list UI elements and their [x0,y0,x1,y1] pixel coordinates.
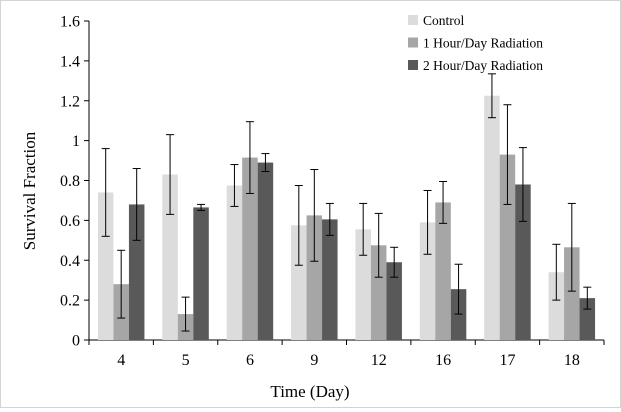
legend-swatch [408,37,418,48]
x-tick-label: 17 [499,352,515,369]
y-tick-label: 0.4 [60,253,80,270]
bar-2-hour-day-radiation-day-17 [515,184,531,340]
x-tick-label: 9 [310,352,318,369]
error-bars [101,73,592,332]
y-tick-label: 0 [72,333,80,350]
bar-1-hour-day-radiation-day-9 [306,215,323,340]
x-tick-label: 18 [564,352,580,369]
legend-swatch [408,15,418,25]
bar-2-hour-day-radiation-day-5 [193,207,209,340]
bar-control-day-6 [226,185,243,340]
x-tick-label: 16 [435,352,451,369]
x-axis-title: Time (Day) [270,382,349,401]
x-tick-label: 4 [117,352,125,369]
legend-swatch [408,60,418,70]
bar-control-day-17 [484,95,500,340]
y-axis-title: Survival Fraction [20,131,39,250]
bar-1-hour-day-radiation-day-18 [564,247,580,340]
bar-1-hour-day-radiation-day-12 [370,245,387,340]
legend: Control 1 Hour/Day Radiation 2 Hour/Day Ra… [408,13,543,73]
y-tick-label: 1.6 [60,14,80,31]
bar-1-hour-day-radiation-day-17 [499,154,516,340]
bar-2-hour-day-radiation-day-9 [322,219,338,340]
axes: 0 0.2 0.4 0.6 0.8 1 1.2 1.4 1.6 4 5 6 9 12 16 17 18 [60,14,605,369]
legend-label: 2 Hour/Day Radiation [423,58,543,73]
bars [97,95,596,340]
x-tick-label: 6 [246,352,254,369]
bar-control-day-4 [97,192,114,340]
x-tick-label: 12 [371,352,387,369]
bar-control-day-5 [162,174,178,340]
bar-control-day-18 [548,272,565,340]
bar-control-day-9 [291,225,307,340]
legend-label: 1 Hour/Day Radiation [423,36,543,51]
y-tick-label: 1.2 [60,93,80,110]
y-tick-label: 0.2 [60,293,80,310]
bar-control-day-12 [355,229,371,340]
bar-control-day-16 [419,222,436,340]
y-tick-label: 1.4 [60,53,80,70]
legend-label: Control [423,13,465,28]
x-tick-label: 5 [182,352,190,369]
y-tick-label: 0.6 [60,213,80,230]
bar-2-hour-day-radiation-day-12 [386,262,402,340]
bar-2-hour-day-radiation-day-4 [128,204,145,340]
bar-1-hour-day-radiation-day-16 [435,202,451,340]
bar-1-hour-day-radiation-day-6 [242,157,258,340]
y-tick-label: 1 [72,133,80,150]
y-tick-label: 0.8 [60,173,80,190]
bar-2-hour-day-radiation-day-6 [257,162,274,340]
